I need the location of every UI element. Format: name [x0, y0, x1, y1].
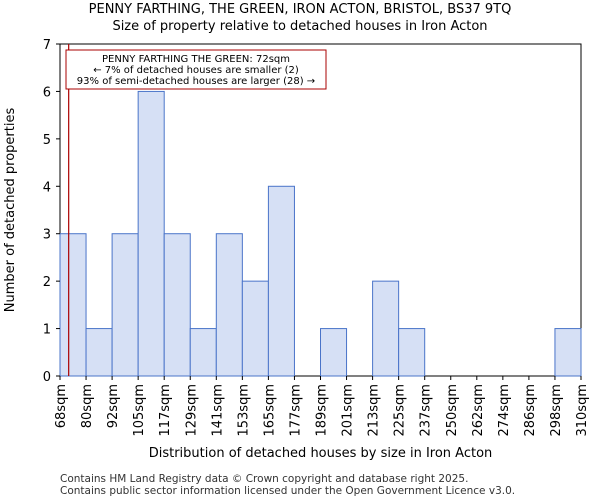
y-tick-label: 2 [43, 275, 51, 290]
x-tick-label: 262sqm [471, 384, 486, 437]
x-tick-label: 286sqm [523, 384, 538, 437]
footer-licence: Contains public sector information licen… [60, 485, 516, 497]
x-tick-label: 105sqm [132, 384, 147, 437]
histogram-bar [267, 185, 295, 377]
histogram-bar [163, 233, 191, 377]
x-tick-label: 201sqm [341, 384, 356, 437]
annotation-line-1: PENNY FARTHING THE GREEN: 72sqm [102, 54, 290, 65]
x-tick-label: 213sqm [367, 384, 382, 437]
x-tick-label: 129sqm [184, 384, 199, 437]
x-tick-label: 68sqm [54, 384, 69, 428]
y-tick-label: 4 [43, 180, 51, 195]
histogram-bar [215, 233, 243, 377]
x-tick-label: 141sqm [210, 384, 225, 437]
footer-copyright: Contains HM Land Registry data © Crown c… [60, 473, 469, 485]
x-tick-label: 274sqm [497, 384, 512, 437]
y-tick-label: 6 [43, 85, 51, 100]
x-tick-label: 165sqm [262, 384, 277, 437]
x-tick-label: 177sqm [288, 384, 303, 437]
y-tick-label: 3 [43, 228, 51, 243]
histogram-bar [137, 90, 165, 377]
y-tick-label: 7 [43, 38, 51, 53]
annotation-box [65, 49, 327, 90]
histogram-bar [320, 328, 348, 377]
chart-subtitle: Size of property relative to detached ho… [112, 19, 488, 34]
chart-title: PENNY FARTHING, THE GREEN, IRON ACTON, B… [88, 2, 512, 17]
histogram-bar [241, 280, 269, 377]
histogram-bar [554, 328, 582, 377]
x-tick-label: 298sqm [549, 384, 564, 437]
x-tick-label: 189sqm [315, 384, 330, 437]
histogram-bar [111, 233, 139, 377]
y-tick-label: 0 [43, 370, 51, 385]
x-tick-label: 237sqm [419, 384, 434, 437]
y-tick-label: 1 [43, 323, 51, 338]
x-tick-label: 92sqm [106, 384, 121, 428]
annotation-line-3: 93% of semi-detached houses are larger (… [77, 76, 315, 87]
histogram-bar [372, 280, 400, 377]
histogram-bar [59, 233, 87, 377]
y-tick-label: 5 [43, 133, 51, 148]
x-tick-label: 117sqm [158, 384, 173, 437]
histogram-bar [189, 328, 217, 377]
x-tick-label: 153sqm [236, 384, 251, 437]
histogram-chart: 0 1 2 3 4 5 6 7 68sqm 80sqm 92sqm 105sqm 117sqm 129sq… [3, 38, 590, 461]
x-tick-label: 225sqm [393, 384, 408, 437]
x-axis-label: Distribution of detached houses by size … [149, 446, 493, 461]
x-tick-label: 310sqm [575, 384, 590, 437]
x-tick-label: 250sqm [445, 384, 460, 437]
annotation-line-2: ← 7% of detached houses are smaller (2) [93, 65, 299, 76]
histogram-bar [398, 328, 426, 377]
x-tick-label: 80sqm [80, 384, 95, 428]
y-axis-label: Number of detached properties [3, 108, 18, 313]
histogram-bar [85, 328, 113, 377]
